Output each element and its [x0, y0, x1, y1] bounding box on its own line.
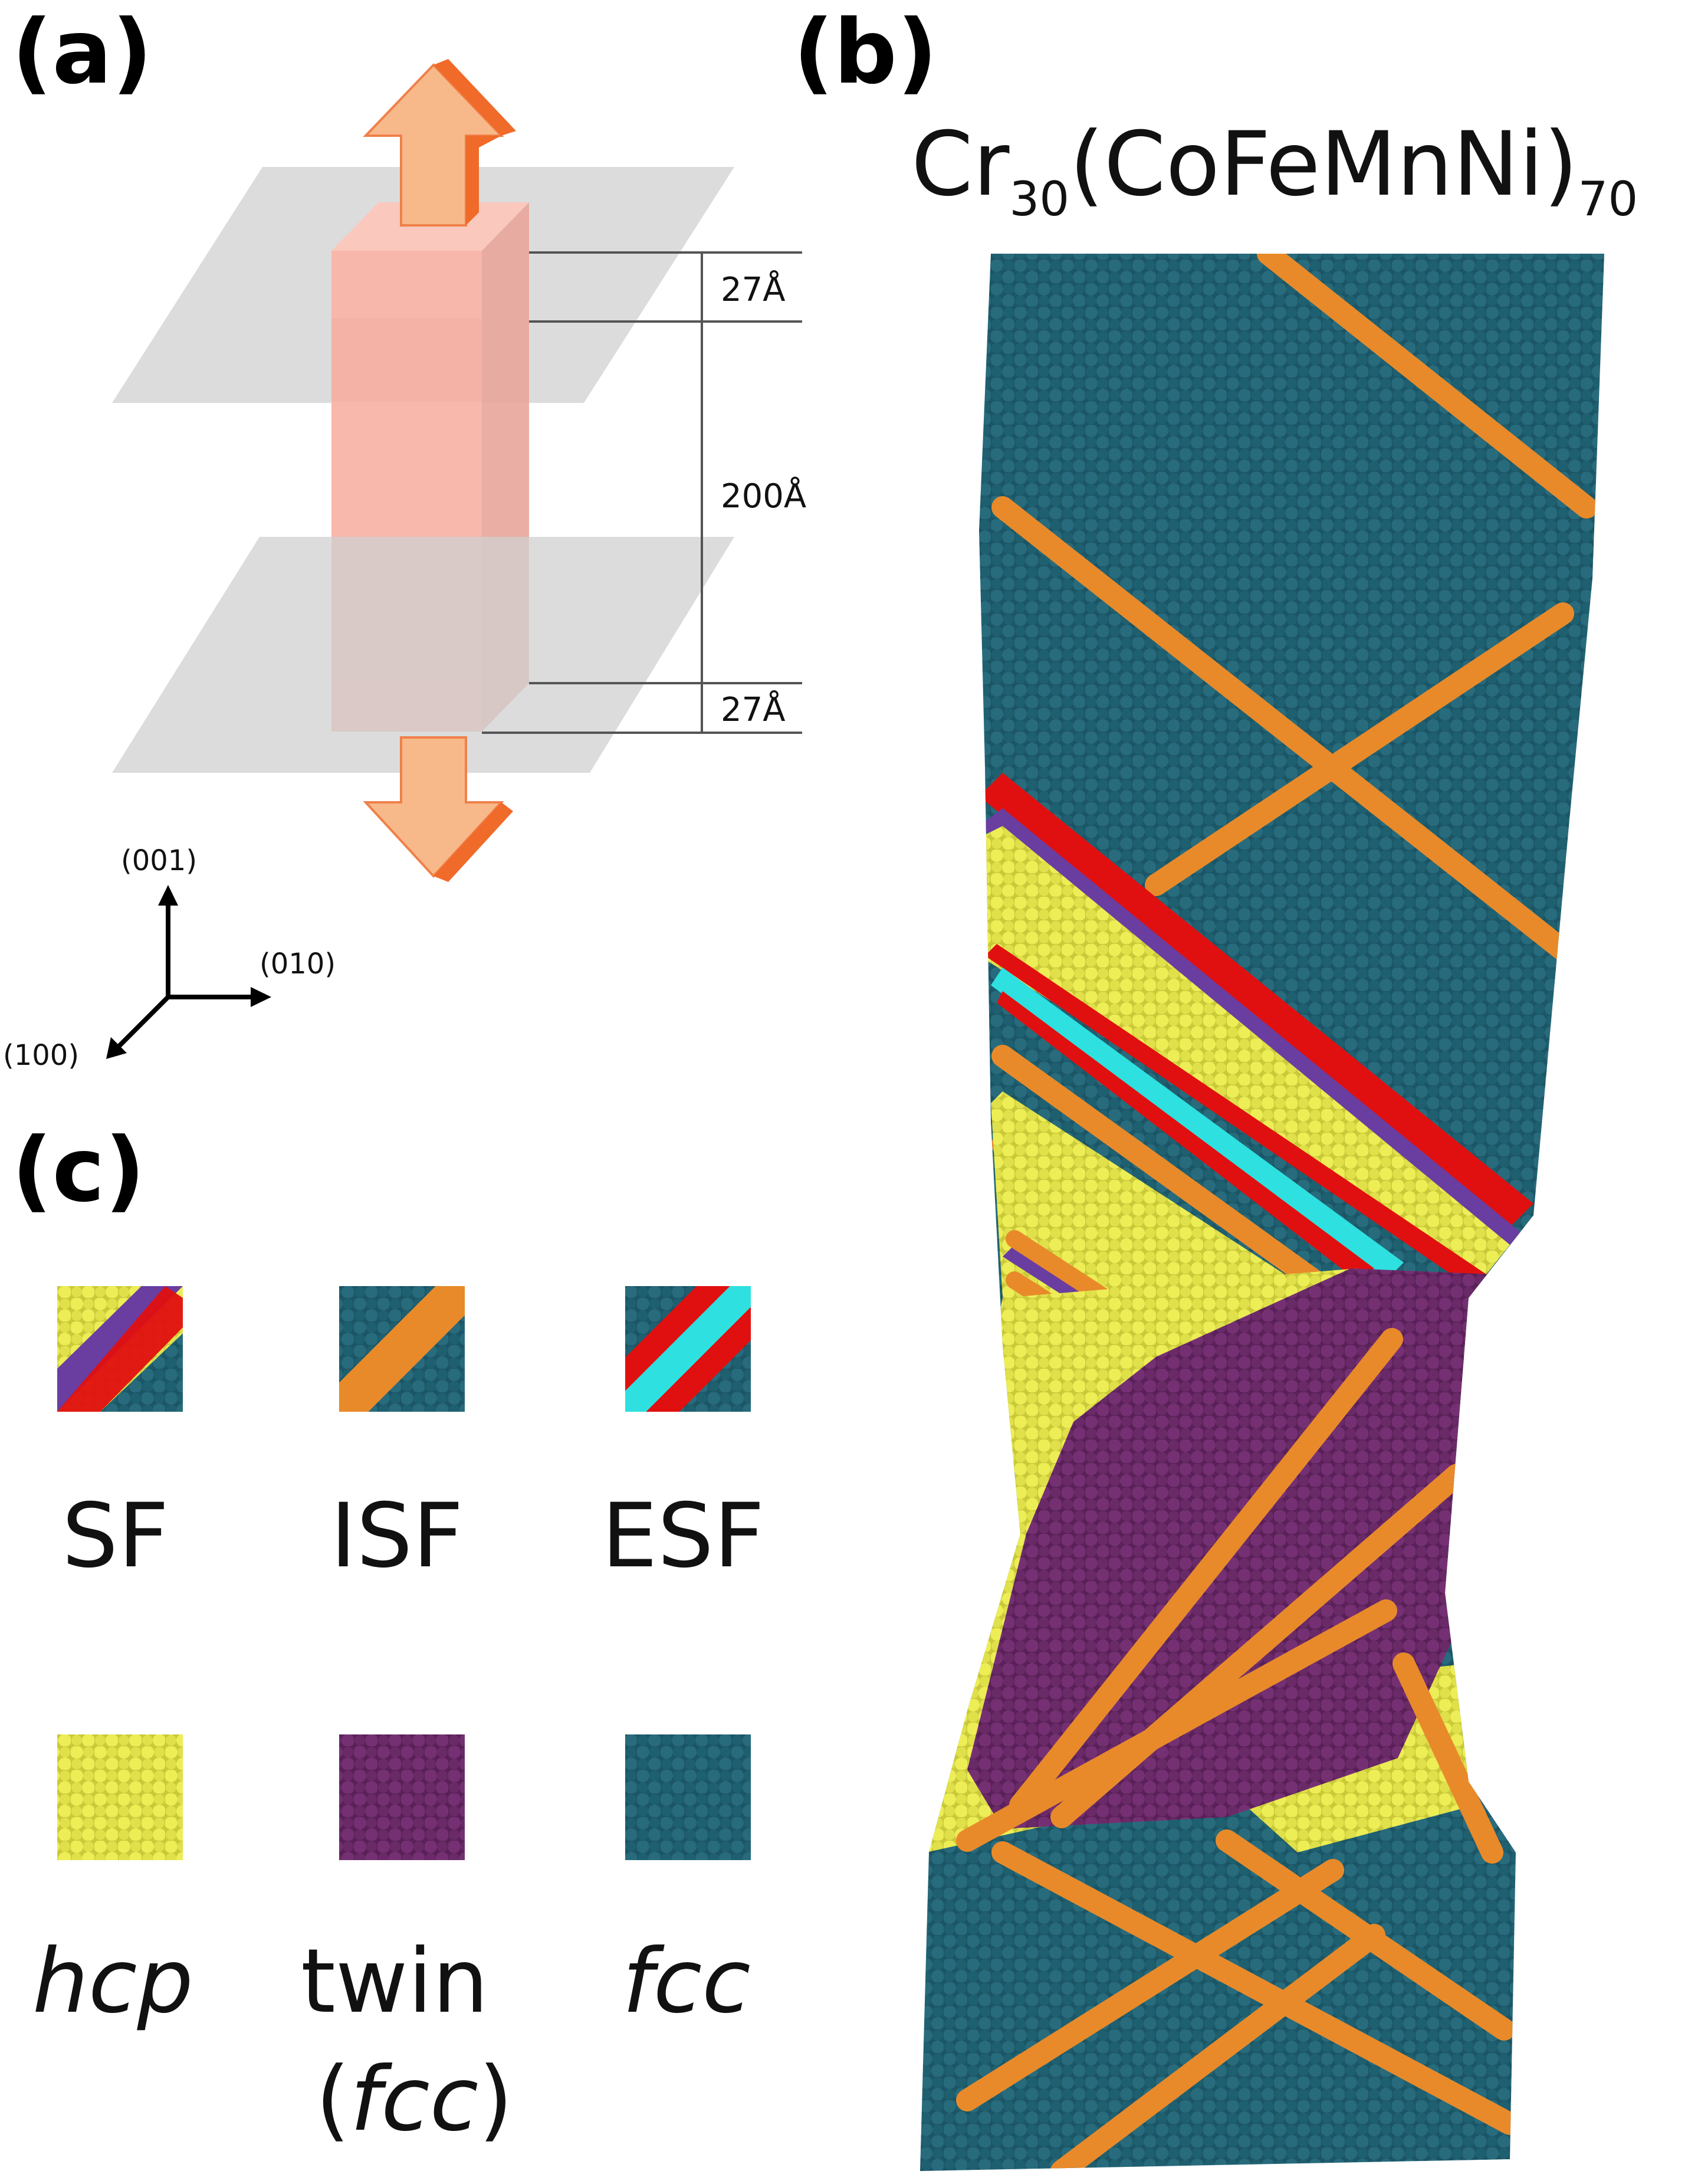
panel-b: (b) Cr30(CoFeMnNi)70 [793, 1, 1638, 2171]
dimension-lines [482, 251, 802, 734]
legend-label-sf: SF [62, 1485, 169, 1588]
coordinate-axes [106, 885, 271, 1059]
legend-swatch-hcp [57, 1734, 183, 1860]
legend-swatch-esf [625, 1286, 751, 1412]
axis-y-label: (010) [260, 947, 336, 980]
legend-swatch-sf [57, 1286, 183, 1412]
legend-label-esf: ESF [602, 1485, 764, 1588]
panel-a: (a) [3, 1, 806, 1072]
dim-middle-label: 200Å [721, 477, 806, 516]
legend-label-twin: twin [301, 1930, 488, 2033]
panel-b-label: (b) [793, 1, 937, 104]
legend-swatch-fcc [625, 1734, 751, 1860]
axis-z-label: (001) [121, 844, 197, 877]
bottom-plane [112, 537, 734, 773]
legend-label-hcp: hcp [32, 1930, 193, 2033]
legend-label-isf: ISF [330, 1485, 464, 1588]
tension-arrow-down [363, 736, 513, 882]
legend-label-fcc: fcc [622, 1930, 751, 2033]
fault-stack [979, 773, 1533, 1425]
legend-label-twin-sub: (fcc) [316, 2048, 513, 2151]
panel-b-title: Cr30(CoFeMnNi)70 [911, 113, 1638, 227]
isf-bands-lower [956, 1328, 1521, 2171]
dim-bottom-label: 27Å [721, 690, 786, 729]
legend-swatch-twin [339, 1734, 465, 1860]
dim-top-label: 27Å [721, 270, 786, 309]
tension-arrow-up [363, 59, 516, 227]
axis-x-label: (100) [3, 1039, 79, 1072]
panel-c: (c) S [12, 1119, 764, 2151]
panel-c-label: (c) [12, 1119, 145, 1222]
atomistic-sample [920, 254, 1604, 2171]
panel-a-label: (a) [12, 1, 152, 104]
legend-swatch-isf [339, 1286, 465, 1412]
